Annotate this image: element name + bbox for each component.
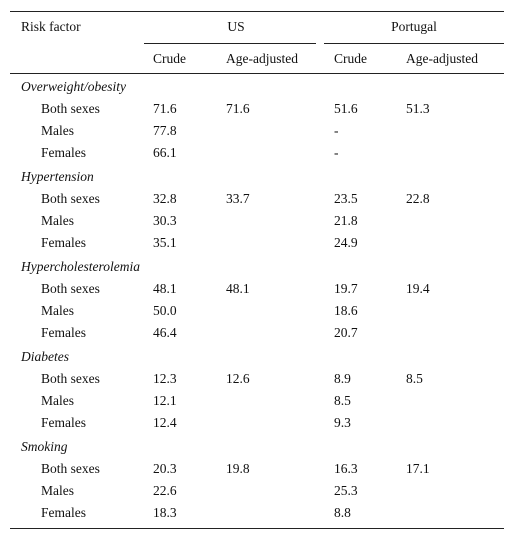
cell: -	[334, 145, 339, 160]
row-label: Females	[41, 235, 86, 250]
row-label: Both sexes	[41, 461, 100, 476]
cell: 19.7	[334, 281, 358, 296]
row-label: Males	[41, 213, 74, 228]
cell: 24.9	[334, 235, 358, 250]
cell: 8.5	[406, 371, 423, 386]
row-label: Males	[41, 303, 74, 318]
cell: 33.7	[226, 191, 250, 206]
row-label: Males	[41, 483, 74, 498]
row-label: Males	[41, 123, 74, 138]
row-label: Both sexes	[41, 191, 100, 206]
group-label: Hypercholesterolemia	[21, 259, 140, 274]
cell: 19.4	[406, 281, 430, 296]
cell: 48.1	[226, 281, 250, 296]
cell: 20.7	[334, 325, 358, 340]
cell: 48.1	[153, 281, 177, 296]
cell: 51.3	[406, 101, 430, 116]
cell: 12.1	[153, 393, 177, 408]
cell: 8.8	[334, 505, 351, 520]
cell: 35.1	[153, 235, 177, 250]
cell: 8.9	[334, 371, 351, 386]
cell: 22.6	[153, 483, 177, 498]
row-label: Both sexes	[41, 281, 100, 296]
country-header: US	[227, 19, 245, 34]
country-header: Portugal	[391, 19, 437, 34]
cell: 71.6	[153, 101, 177, 116]
cell: 9.3	[334, 415, 351, 430]
row-label: Females	[41, 325, 86, 340]
rule	[10, 528, 504, 529]
sub-header: Age-adjusted	[226, 51, 298, 66]
group-label: Diabetes	[21, 349, 69, 364]
rule	[144, 43, 316, 44]
group-label: Hypertension	[21, 169, 94, 184]
sub-header: Crude	[153, 51, 186, 66]
row-label: Females	[41, 415, 86, 430]
cell: 25.3	[334, 483, 358, 498]
cell: 20.3	[153, 461, 177, 476]
cell: 71.6	[226, 101, 250, 116]
column-header: Risk factor	[21, 19, 81, 34]
group-label: Overweight/obesity	[21, 79, 126, 94]
cell: 50.0	[153, 303, 177, 318]
cell: -	[334, 123, 339, 138]
cell: 18.6	[334, 303, 358, 318]
cell: 77.8	[153, 123, 177, 138]
cell: 12.3	[153, 371, 177, 386]
cell: 30.3	[153, 213, 177, 228]
rule	[10, 11, 504, 12]
cell: 22.8	[406, 191, 430, 206]
cell: 8.5	[334, 393, 351, 408]
cell: 12.6	[226, 371, 250, 386]
sub-header: Age-adjusted	[406, 51, 478, 66]
row-label: Both sexes	[41, 371, 100, 386]
rule	[324, 43, 504, 44]
cell: 23.5	[334, 191, 358, 206]
row-label: Females	[41, 505, 86, 520]
group-label: Smoking	[21, 439, 68, 454]
cell: 46.4	[153, 325, 177, 340]
cell: 17.1	[406, 461, 430, 476]
cell: 32.8	[153, 191, 177, 206]
cell: 51.6	[334, 101, 358, 116]
cell: 21.8	[334, 213, 358, 228]
row-label: Both sexes	[41, 101, 100, 116]
cell: 12.4	[153, 415, 177, 430]
sub-header: Crude	[334, 51, 367, 66]
row-label: Females	[41, 145, 86, 160]
cell: 16.3	[334, 461, 358, 476]
cell: 19.8	[226, 461, 250, 476]
cell: 66.1	[153, 145, 177, 160]
rule	[10, 73, 504, 74]
cell: 18.3	[153, 505, 177, 520]
row-label: Males	[41, 393, 74, 408]
